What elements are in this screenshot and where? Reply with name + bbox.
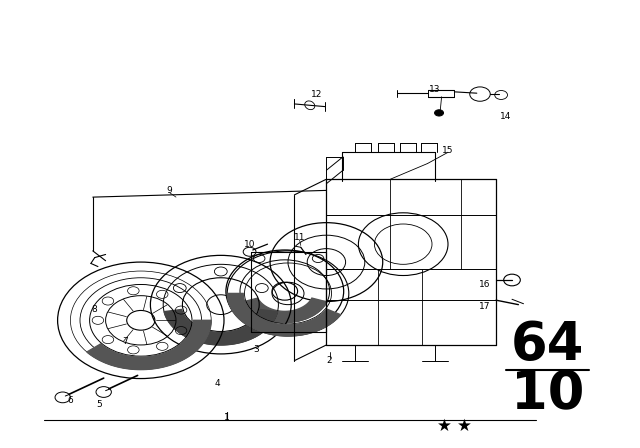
Polygon shape bbox=[243, 298, 327, 323]
Text: 14: 14 bbox=[500, 112, 511, 121]
Text: 8: 8 bbox=[92, 305, 97, 314]
Text: 3: 3 bbox=[253, 345, 259, 354]
Text: 16: 16 bbox=[479, 280, 491, 289]
Text: 1: 1 bbox=[225, 413, 230, 422]
Text: 11: 11 bbox=[294, 233, 305, 242]
Polygon shape bbox=[87, 320, 211, 370]
Text: 7: 7 bbox=[122, 337, 127, 346]
Text: 9: 9 bbox=[167, 186, 172, 195]
Text: 64: 64 bbox=[511, 319, 584, 371]
Text: 10: 10 bbox=[244, 240, 255, 249]
Text: 10: 10 bbox=[511, 368, 584, 420]
Text: 4: 4 bbox=[215, 379, 220, 388]
Circle shape bbox=[435, 110, 444, 116]
Text: 12: 12 bbox=[310, 90, 322, 99]
Text: 17: 17 bbox=[479, 302, 491, 311]
Text: 6: 6 bbox=[68, 396, 73, 405]
Text: 13: 13 bbox=[429, 85, 441, 94]
Text: 15: 15 bbox=[442, 146, 454, 155]
Text: 2: 2 bbox=[327, 356, 332, 365]
Polygon shape bbox=[227, 293, 340, 336]
Text: 5: 5 bbox=[97, 400, 102, 409]
Polygon shape bbox=[164, 310, 278, 345]
Text: ★: ★ bbox=[437, 417, 452, 435]
Text: ★: ★ bbox=[457, 417, 472, 435]
